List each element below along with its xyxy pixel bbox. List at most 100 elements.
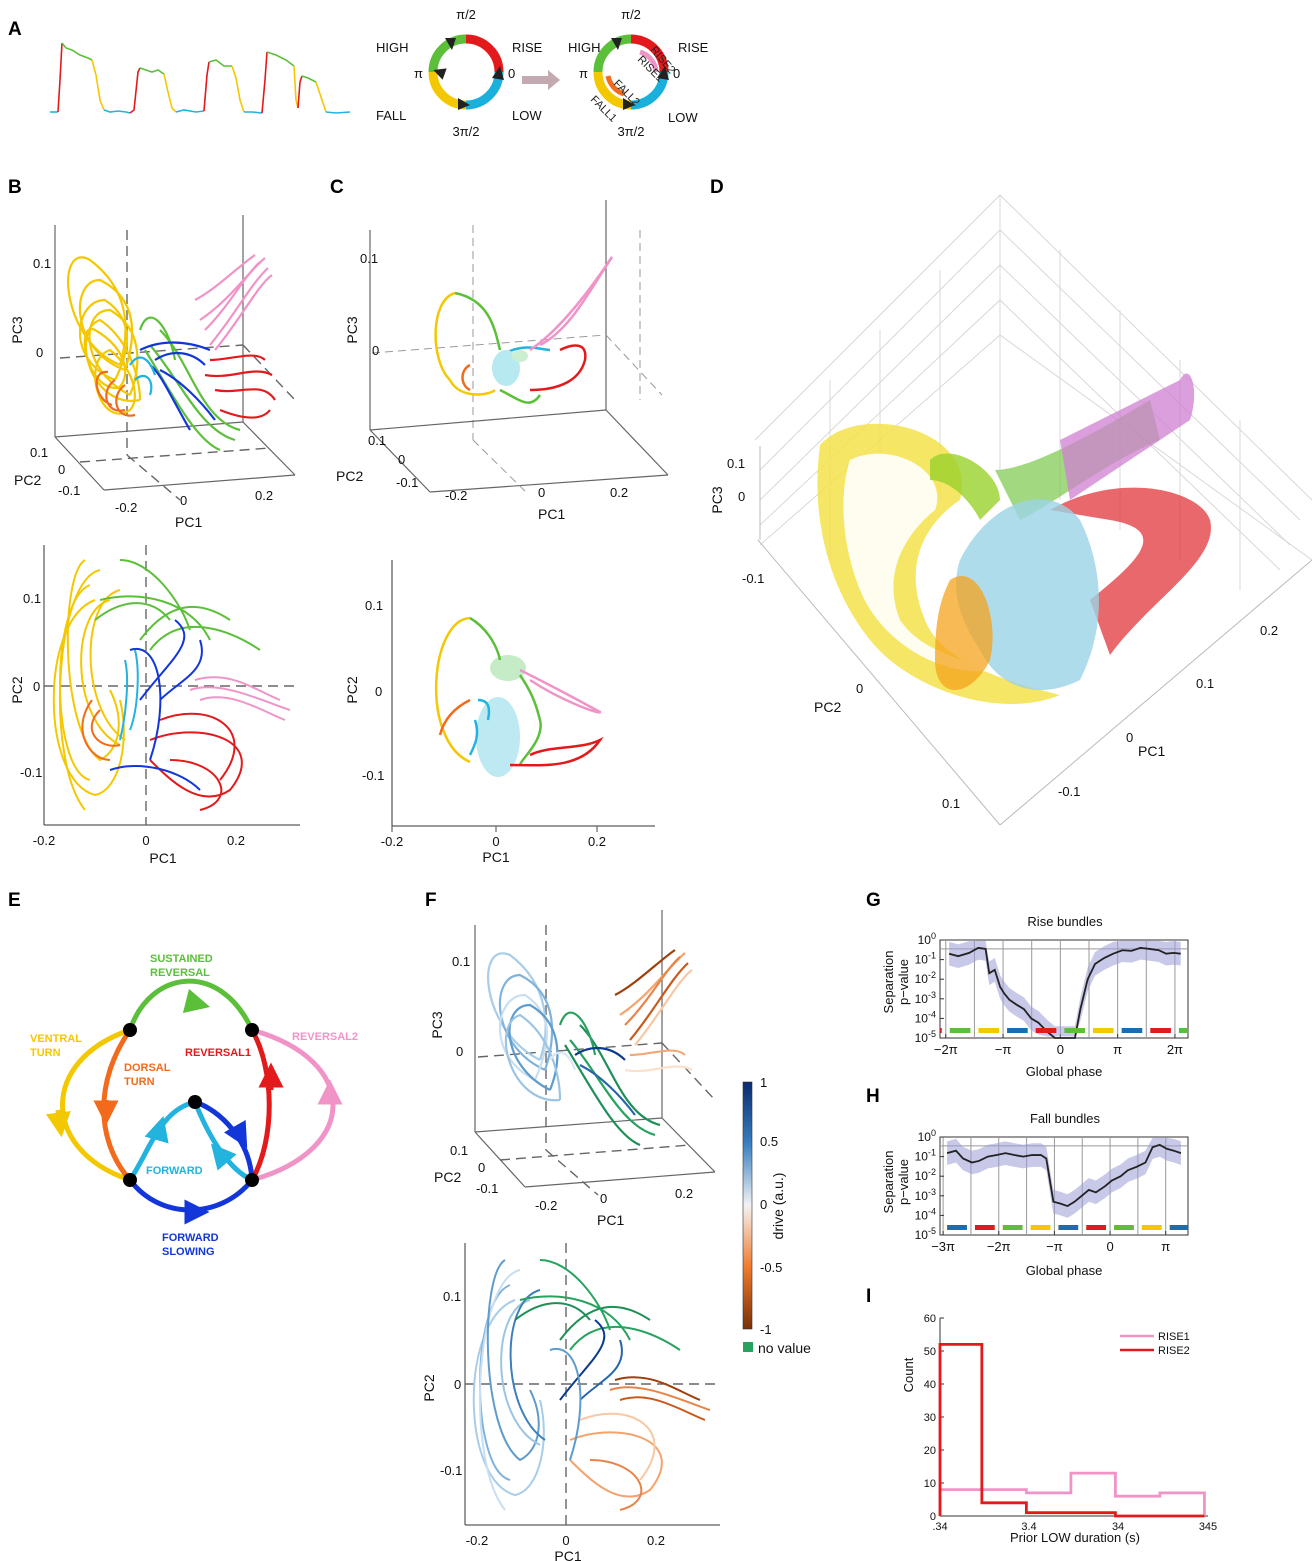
- f-3d-trajectories: [487, 949, 693, 1147]
- legend-label: RISE2: [1158, 1345, 1190, 1357]
- c2-pc1-label: PC1: [482, 849, 509, 865]
- calcium-trace: [50, 42, 351, 114]
- colorbar: 1 0.5 0 -0.5 -1 drive (a.u.) no value: [742, 1075, 811, 1356]
- x-tick-label: −π: [995, 1042, 1012, 1057]
- f2-pc1-tick-0: -0.2: [466, 1533, 488, 1548]
- c-pc2-tick-0: 0.1: [368, 433, 386, 448]
- y-tick-label: 10-4: [915, 1009, 936, 1025]
- x-tick-label: −3π: [931, 1239, 955, 1254]
- phase-label-zero-2: 0: [673, 66, 680, 81]
- f-pc2-tick-2: -0.1: [476, 1181, 498, 1196]
- x-tick-label: 3.4: [1021, 1521, 1036, 1533]
- legend-label: RISE1: [1158, 1331, 1190, 1343]
- g-plot: 100 10-1 10-2 10-3 10-4 10-5−2π −π 0 π 2π: [915, 931, 1189, 1057]
- phase-band: [1002, 1225, 1023, 1230]
- panel-label-i: I: [866, 1286, 871, 1307]
- b-2d-trajectories: [52, 559, 291, 811]
- h-title: Fall bundles: [1030, 1111, 1101, 1126]
- e-forward-slowing-2: SLOWING: [162, 1246, 215, 1258]
- c2-pc2-label: PC2: [344, 676, 360, 703]
- panel-label-a: A: [8, 19, 22, 40]
- y-tick-label: 10-3: [915, 990, 936, 1006]
- y-tick-label: 10-1: [915, 1148, 936, 1164]
- c2-pc2-tick-2: -0.1: [362, 768, 384, 783]
- e-reversal2: REVERSAL2: [292, 1031, 358, 1043]
- x-tick-label: 0: [1057, 1042, 1064, 1057]
- f2-pc2-tick-2: -0.1: [440, 1463, 462, 1478]
- y-tick-label: 10-4: [915, 1206, 936, 1222]
- d-pc1-tick-1: 0.1: [1196, 676, 1214, 691]
- phase-circle-left: π/2 π 0 3π/2 HIGH RISE FALL LOW: [376, 7, 543, 139]
- y-tick-label: 20: [924, 1445, 936, 1457]
- y-tick-label: 10: [924, 1478, 936, 1490]
- i-ylabel: Count: [901, 1357, 916, 1392]
- e-forward: FORWARD: [146, 1165, 203, 1177]
- colorbar-tick-1: 0.5: [760, 1134, 778, 1149]
- phase-band: [940, 1028, 942, 1033]
- colorbar-tick-3: -0.5: [760, 1260, 782, 1275]
- x-tick-label: 345: [1199, 1521, 1217, 1533]
- y-tick-label: 10-1: [915, 951, 936, 967]
- e-sustained-2: REVERSAL: [150, 967, 210, 979]
- phase-band: [978, 1028, 1000, 1033]
- c-2d-axes: [391, 560, 655, 832]
- phase-band: [1169, 1225, 1188, 1230]
- e-ventral-2: TURN: [30, 1047, 61, 1059]
- g-ylabel-1: Separation: [881, 951, 896, 1014]
- x-tick-label: 0: [1106, 1239, 1113, 1254]
- f2-pc1-tick-1: 0: [562, 1533, 569, 1548]
- state-high-2: HIGH: [568, 40, 601, 55]
- state-rise-2: RISE: [678, 40, 709, 55]
- c-3d-trajectory: [434, 256, 614, 404]
- panel-label-h: H: [866, 1086, 880, 1107]
- panel-h: H Fall bundles 10010-110-210-310-410-5−3…: [866, 1086, 1189, 1278]
- phase-band: [1121, 1028, 1143, 1033]
- e-dorsal-1: DORSAL: [124, 1062, 171, 1074]
- panel-label-d: D: [710, 177, 724, 198]
- phase-band: [1178, 1028, 1188, 1033]
- panel-label-e: E: [8, 890, 21, 911]
- c-pc2-label: PC2: [336, 468, 363, 484]
- d-pc2-tick-0: 0: [856, 681, 863, 696]
- b-pc1-tick-0: -0.2: [115, 500, 137, 515]
- b2-pc2-tick-0: 0.1: [23, 591, 41, 606]
- f-pc3-label: PC3: [429, 1011, 445, 1038]
- y-tick-label: 50: [924, 1346, 936, 1358]
- f-2d-trajectories: [472, 1259, 711, 1511]
- phase-band: [1150, 1028, 1171, 1033]
- c2-pc1-tick-2: 0.2: [588, 834, 606, 849]
- panel-g: G Rise bundles 100 10-1 10-2 10-3 10-4 10-5−2…: [866, 890, 1189, 1079]
- b2-pc2-tick-2: -0.1: [20, 765, 42, 780]
- d-pc1-label: PC1: [1138, 743, 1165, 759]
- b-pc1-label: PC1: [175, 514, 202, 530]
- y-tick-label: 100: [918, 1128, 936, 1144]
- mean-line: [948, 946, 1181, 1039]
- d-pc3-tick-2: -0.1: [742, 571, 764, 586]
- b2-pc1-tick-0: -0.2: [33, 833, 55, 848]
- h-ylabel-1: Separation: [881, 1151, 896, 1214]
- y-tick-label: 30: [924, 1412, 936, 1424]
- d-pc3-tick-1: 0: [738, 489, 745, 504]
- phase-band: [949, 1028, 971, 1033]
- i-plot: 0 10 20 30 40 50 60 .34 3.4 34 345 RISE1 RISE2: [924, 1313, 1217, 1533]
- phase-band: [1035, 1028, 1057, 1033]
- h-xlabel: Global phase: [1026, 1263, 1103, 1278]
- phase-label-pi: π: [414, 66, 423, 81]
- phase-band: [1141, 1225, 1162, 1230]
- y-tick-label: 100: [918, 931, 936, 947]
- phase-band: [1086, 1225, 1107, 1230]
- b-pc2-tick-0: 0.1: [30, 445, 48, 460]
- b2-pc1-tick-2: 0.2: [227, 833, 245, 848]
- f-pc2-tick-0: 0.1: [450, 1143, 468, 1158]
- f-pc1-tick-2: 0.2: [675, 1186, 693, 1201]
- x-tick-label: 2π: [1167, 1042, 1183, 1057]
- d-pc1-tick-2: 0: [1126, 730, 1133, 745]
- b2-pc2-label: PC2: [9, 676, 25, 703]
- b-pc2-tick-2: -0.1: [58, 483, 80, 498]
- colorbar-label: drive (a.u.): [770, 1173, 786, 1240]
- b-pc3-tick-0: 0.1: [33, 256, 51, 271]
- b-pc1-tick-1: 0: [180, 493, 187, 508]
- f2-pc1-tick-2: 0.2: [647, 1533, 665, 1548]
- panel-label-f: F: [425, 890, 437, 911]
